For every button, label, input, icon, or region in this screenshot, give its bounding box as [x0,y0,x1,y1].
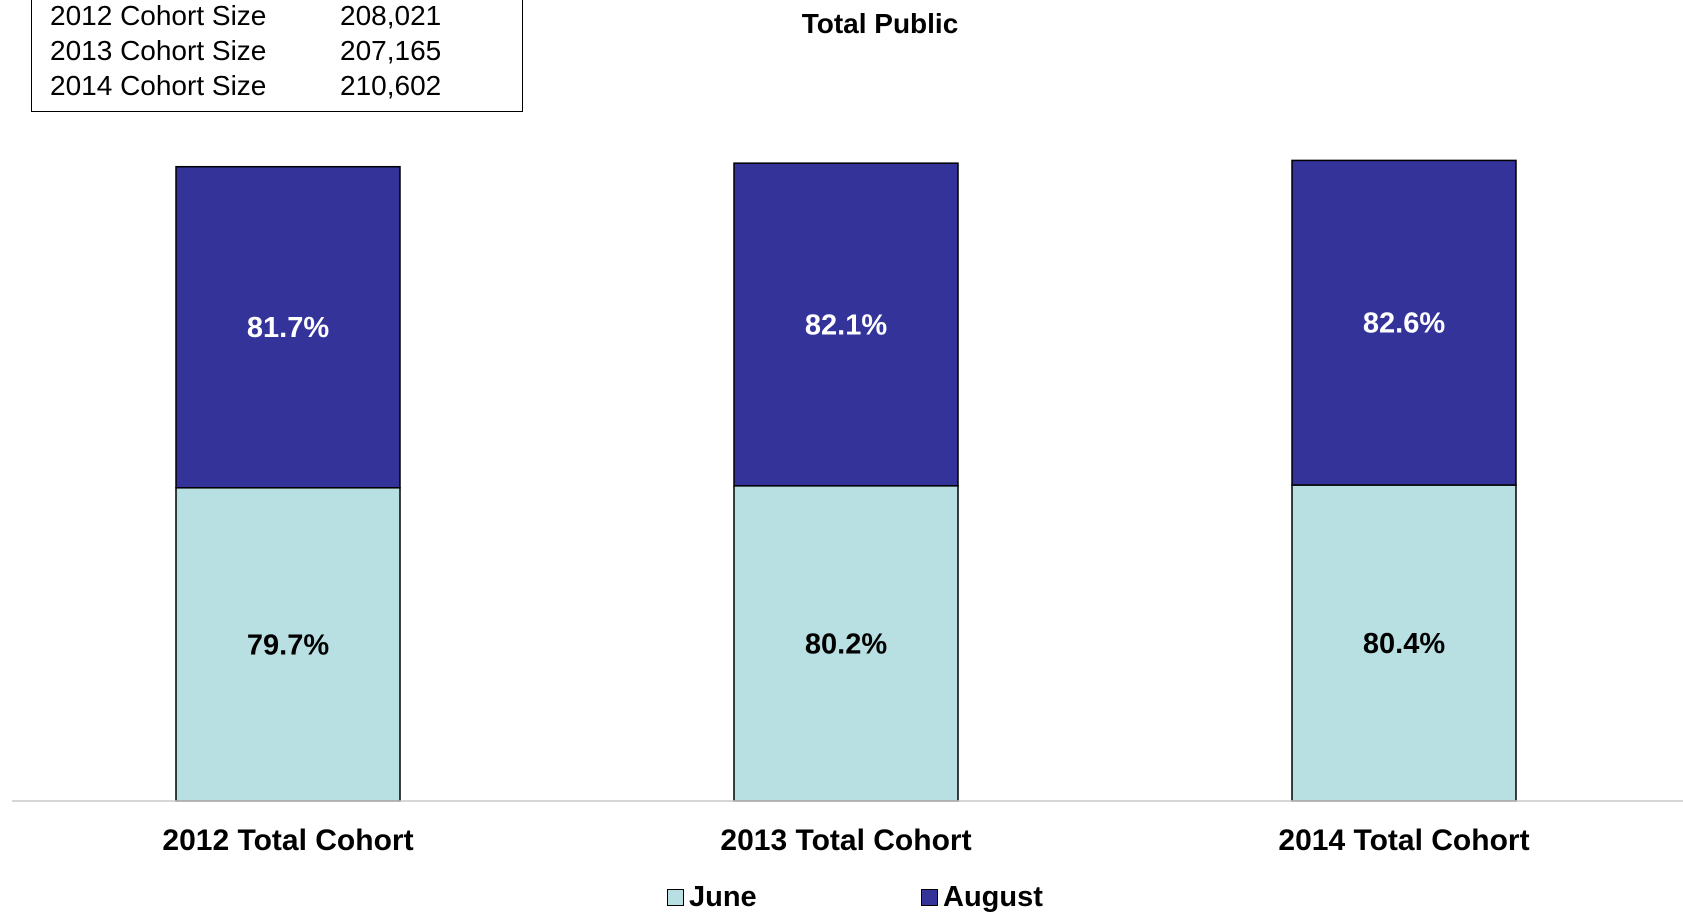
x-axis-label-3: 2014 Total Cohort [1278,824,1529,857]
legend-swatch-june [667,888,684,906]
legend-swatch-august [921,888,938,906]
bar-august-1 [175,165,401,489]
data-label-june-3: 80.4% [1363,628,1445,660]
data-label-august-1: 81.7% [247,312,329,344]
cohort-size-label: 2012 Cohort Size [50,0,267,31]
bar-august-2 [733,162,959,487]
data-label-june-2: 80.2% [805,628,887,660]
cohort-size-value: 210,602 [340,70,442,101]
legend-item-august: August [921,880,1043,914]
cohort-size-label: 2013 Cohort Size [50,35,267,66]
data-label-august-2: 82.1% [805,309,887,341]
x-axis-label-2: 2013 Total Cohort [720,824,971,857]
cohort-size-row-2014: 2014 Cohort Size 210,602 [50,71,441,101]
legend-label-august: August [943,880,1043,913]
data-label-august-3: 82.6% [1363,308,1445,340]
chart-title: Total Public [801,8,959,39]
cohort-size-label: 2014 Cohort Size [50,70,267,101]
cohort-size-value: 207,165 [340,35,442,66]
bar-june-3 [1291,484,1517,802]
cohort-size-row-2012: 2012 Cohort Size 208,021 [50,1,441,31]
legend-item-june: June [667,880,757,914]
legend-label-june: June [689,880,757,913]
x-axis-label-1: 2012 Total Cohort [162,824,413,857]
data-label-june-1: 79.7% [247,629,329,661]
bar-august-3 [1291,159,1517,486]
cohort-size-box: 2012 Cohort Size 208,021 2013 Cohort Size… [31,0,523,112]
cohort-size-value: 208,021 [340,0,442,31]
cohort-size-row-2013: 2013 Cohort Size 207,165 [50,36,441,66]
